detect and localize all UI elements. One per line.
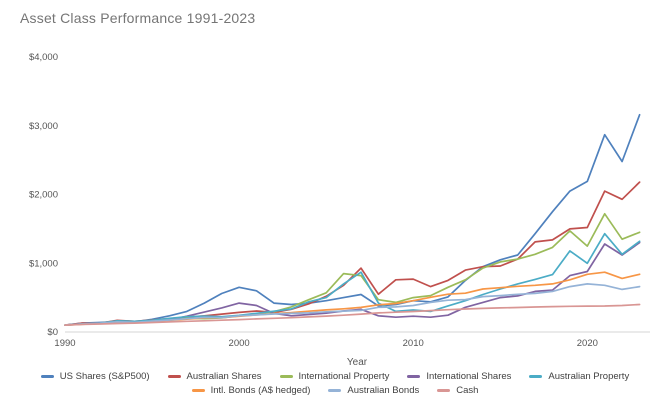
y-tick-label: $4,000 [29,52,58,63]
x-tick-label: 2000 [229,338,250,349]
legend-item-australian-shares: Australian Shares [167,371,262,382]
legend-row: US Shares (S&P500) Australian Shares Inter… [40,371,629,382]
y-tick-label: $1,000 [29,258,58,269]
legend-label: US Shares (S&P500) [59,371,150,382]
series-line-us-shares-s-p500 [64,113,641,326]
legend-swatch-icon [529,375,543,378]
legend-label: International Property [298,371,390,382]
y-tick-label: $3,000 [29,121,58,132]
legend-item-us-shares-s-p500: US Shares (S&P500) [40,371,150,382]
chart-title: Asset Class Performance 1991-2023 [20,10,256,26]
legend-swatch-icon [167,375,181,378]
legend-label: Australian Bonds [347,385,420,396]
x-axis-ticks: 1990 2000 2010 2020 [54,338,597,349]
legend-row: Intl. Bonds (A$ hedged) Australian Bonds C… [191,385,478,396]
series-line-intl-bonds-a-hedged [64,271,641,326]
legend-item-international-property: International Property [279,371,390,382]
line-chart-canvas: $0 $1,000 $2,000 $3,000 $4,000 1990 2000 2010 2… [29,52,650,368]
y-tick-label: $0 [47,327,58,338]
series-line-australian-shares [64,181,641,326]
legend-label: Australian Shares [186,371,262,382]
series-lines [64,113,641,326]
legend-swatch-icon [40,375,54,378]
legend-swatch-icon [407,375,421,378]
legend-label: International Shares [426,371,512,382]
legend-item-australian-bonds: Australian Bonds [328,385,419,396]
legend-swatch-icon [437,389,451,392]
legend-label: Australian Property [548,371,630,382]
x-tick-label: 2020 [577,338,598,349]
legend-label: Intl. Bonds (A$ hedged) [210,385,311,396]
legend-item-international-shares: International Shares [407,371,511,382]
legend-swatch-icon [191,389,205,392]
legend-label: Cash [456,385,479,396]
chart-legend: US Shares (S&P500) Australian Shares Inter… [0,371,670,396]
x-tick-label: 2010 [403,338,424,349]
x-tick-label: 1990 [54,338,75,349]
legend-item-australian-property: Australian Property [529,371,629,382]
legend-swatch-icon [328,389,342,392]
y-tick-label: $2,000 [29,190,58,201]
series-line-cash [64,303,641,326]
legend-swatch-icon [279,375,293,378]
x-axis-title: Year [347,357,368,368]
series-line-australian-property [64,232,641,326]
legend-item-cash: Cash [437,385,478,396]
y-axis-ticks: $0 $1,000 $2,000 $3,000 $4,000 [29,52,58,338]
series-line-australian-bonds [64,283,641,326]
legend-item-intl-bonds-a-hedged: Intl. Bonds (A$ hedged) [191,385,311,396]
